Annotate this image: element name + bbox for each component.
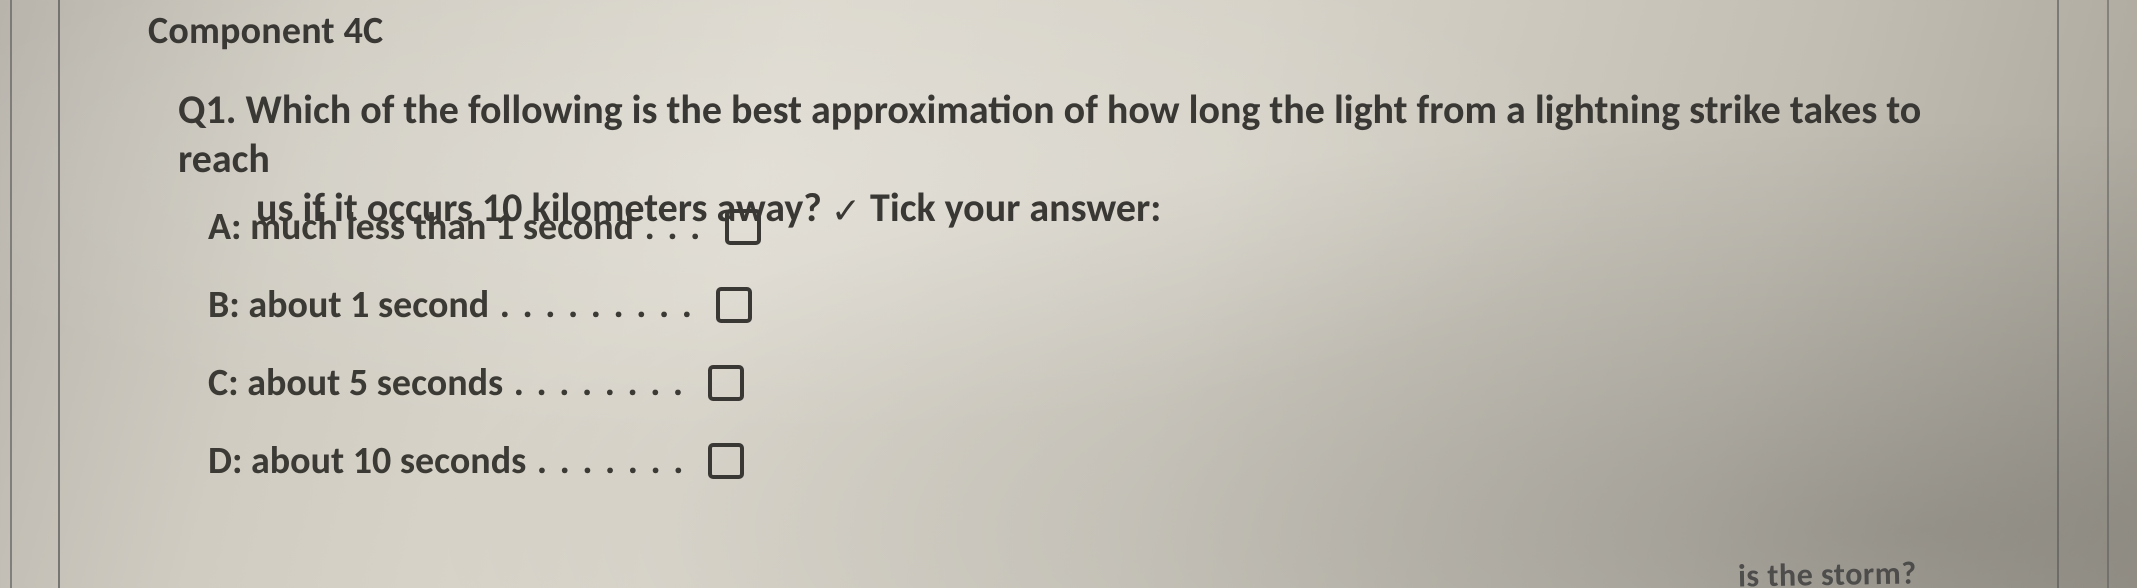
page-edge-fragment: is the storm? (1738, 553, 1917, 588)
option-c-label: C: about 5 seconds (208, 360, 503, 406)
margin-rule-left-outer (10, 0, 12, 588)
worksheet-page: Component 4C Q1. Which of the following … (60, 0, 2057, 588)
option-row-b: B: about 1 second . . . . . . . . . (208, 278, 761, 332)
option-row-d: D: about 10 seconds . . . . . . . (208, 434, 761, 488)
option-a-label: A: much less than 1 second (208, 204, 634, 250)
option-row-c: C: about 5 seconds . . . . . . . . (208, 356, 761, 410)
question-line-2-suffix: Tick your answer: (861, 183, 1161, 232)
option-b-checkbox[interactable] (716, 287, 752, 323)
question-line-1: Q1. Which of the following is the best a… (178, 86, 2017, 184)
option-d-checkbox[interactable] (708, 443, 744, 479)
component-heading: Component 4C (148, 8, 383, 54)
options-list: A: much less than 1 second . . . B: abou… (208, 200, 761, 512)
option-c-dots: . . . . . . . . (503, 360, 696, 406)
option-b-label: B: about 1 second (208, 282, 489, 328)
option-a-dots: . . . (634, 204, 713, 250)
option-row-a: A: much less than 1 second . . . (208, 200, 761, 254)
option-c-checkbox[interactable] (708, 365, 744, 401)
option-d-label: D: about 10 seconds (208, 438, 526, 484)
option-a-checkbox[interactable] (725, 209, 761, 245)
option-b-dots: . . . . . . . . . (489, 282, 704, 328)
tick-icon: ✓ (831, 190, 861, 234)
margin-rule-right-outer (2107, 0, 2109, 588)
margin-rule-right-inner (2057, 0, 2059, 588)
option-d-dots: . . . . . . . (526, 438, 696, 484)
